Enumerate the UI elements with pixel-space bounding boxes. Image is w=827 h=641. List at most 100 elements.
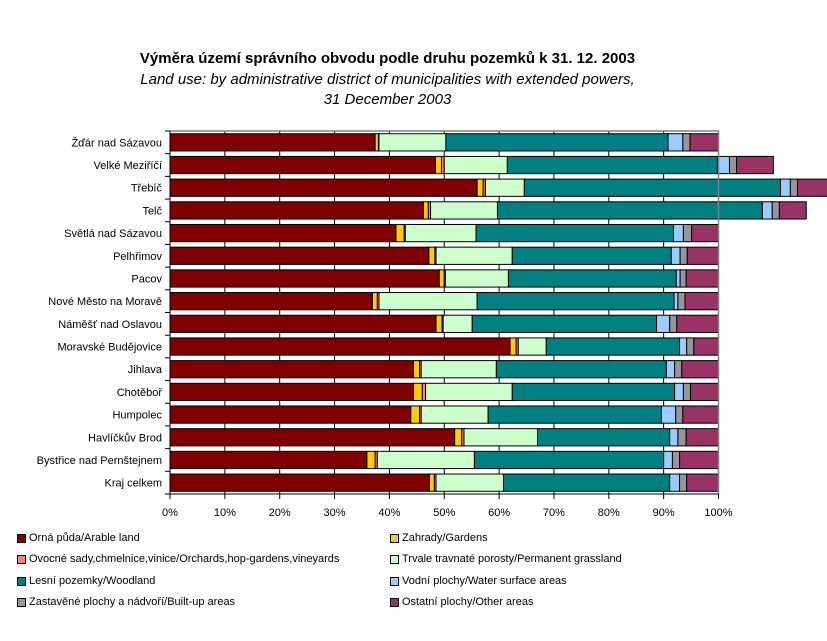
- bar-segment: [169, 337, 511, 356]
- bar-segment: [169, 223, 397, 243]
- chart-subtitle-line-2: 31 December 2003: [323, 91, 452, 108]
- legend-item-gardens: Zahrady/Gardens: [390, 532, 488, 544]
- category-label: Náměšť nad Oslavou: [58, 319, 162, 331]
- bars: [169, 133, 827, 492]
- legend-item-arable: Orná půda/Arable land: [17, 532, 140, 544]
- bar-segment: [673, 292, 679, 311]
- bar-segment: [669, 473, 681, 492]
- bar-segment: [428, 473, 435, 492]
- x-tick-label: 100%: [704, 507, 732, 519]
- bar-segment: [442, 314, 473, 333]
- bar-segment: [484, 178, 525, 197]
- bar-segment: [507, 269, 677, 288]
- bar-segment: [796, 178, 827, 197]
- bar-segment: [663, 450, 673, 470]
- bar-segment: [378, 133, 447, 152]
- legend-label: Lesní pozemky/Woodland: [29, 575, 156, 587]
- bar-segment: [689, 133, 720, 152]
- bar-segment: [674, 382, 684, 402]
- bar-segment: [691, 223, 719, 243]
- bar-segment: [517, 337, 547, 356]
- bar-segment: [496, 201, 763, 220]
- bar-segment: [670, 246, 681, 265]
- bar-segment: [169, 155, 436, 175]
- bar-segment: [682, 133, 691, 152]
- bar-segment: [413, 360, 421, 379]
- bar-segment: [376, 450, 475, 470]
- category-label: Nové Město na Moravě: [48, 296, 162, 308]
- bar-segment: [789, 178, 798, 197]
- bar-segment: [169, 450, 368, 470]
- bar-segment: [410, 405, 421, 424]
- bar-segment: [428, 246, 436, 265]
- bar-segment: [511, 382, 676, 402]
- bar-segment: [686, 246, 719, 265]
- bar-segment: [685, 269, 719, 288]
- bar-segment: [169, 178, 478, 197]
- bar-segment: [506, 155, 718, 175]
- bar-segment: [536, 428, 671, 447]
- bar-segment: [395, 223, 405, 243]
- category-label: Telč: [142, 205, 162, 217]
- bar-segment: [169, 133, 376, 152]
- bar-segment: [656, 314, 671, 333]
- category-label: Kraj celkem: [105, 478, 162, 490]
- legend-label: Zastavěné plochy a nádvoří/Built-up area…: [29, 596, 236, 608]
- legend-label: Trvale travnaté porosty/Permanent grassl…: [402, 553, 622, 565]
- bar-segment: [378, 292, 478, 311]
- bar-segment: [682, 382, 692, 402]
- bar-segment: [679, 337, 688, 356]
- bar-segment: [677, 428, 687, 447]
- bar-segment: [686, 473, 720, 492]
- bar-segment: [686, 337, 695, 356]
- legend-swatch: [17, 576, 26, 586]
- bar-segment: [679, 473, 688, 492]
- legend-label: Ovocné sady,chmelnice,vinice/Orchards,ho…: [29, 553, 340, 565]
- bar-segment: [736, 155, 774, 175]
- category-label: Havlíčkův Brod: [88, 432, 162, 444]
- x-tick-label: 20%: [269, 507, 291, 519]
- bar-segment: [435, 246, 513, 265]
- bar-segment: [438, 269, 445, 288]
- bar-segment: [778, 201, 807, 220]
- bar-segment: [679, 246, 688, 265]
- bar-segment: [169, 473, 430, 492]
- category-label: Světlá nad Sázavou: [64, 228, 162, 240]
- bar-segment: [169, 314, 437, 333]
- legend-swatch: [17, 597, 26, 607]
- category-label: Pacov: [131, 273, 162, 285]
- legend-swatch: [390, 533, 399, 543]
- bar-segment: [445, 133, 669, 152]
- bar-segment: [435, 314, 443, 333]
- bar-segment: [511, 246, 672, 265]
- x-tick-label: 60%: [488, 507, 510, 519]
- bar-segment: [667, 133, 684, 152]
- legend-label: Orná půda/Arable land: [29, 532, 140, 544]
- bar-segment: [669, 428, 679, 447]
- axes: [165, 130, 720, 499]
- bar-segment: [674, 360, 683, 379]
- bar-segment: [463, 428, 538, 447]
- bar-segment: [371, 292, 378, 311]
- bar-segment: [169, 382, 415, 402]
- category-label: Žďár nad Sázavou: [71, 136, 162, 149]
- bar-segment: [476, 178, 484, 197]
- category-label: Velké Meziříčí: [94, 160, 162, 172]
- x-tick-label: 80%: [598, 507, 620, 519]
- bar-segment: [422, 201, 429, 220]
- bar-segment: [681, 360, 719, 379]
- bar-segment: [502, 473, 671, 492]
- bar-segment: [676, 314, 720, 333]
- legend-swatch: [390, 576, 399, 586]
- x-tick-labels: 0% 10% 20% 30% 40% 50% 60% 70% 80% 90% 100%: [162, 507, 733, 519]
- legend-label: Vodní plochy/Water surface areas: [402, 575, 567, 587]
- bar-segment: [685, 428, 719, 447]
- x-tick-label: 30%: [324, 507, 346, 519]
- bar-segment: [169, 360, 415, 379]
- legend-swatch: [17, 554, 26, 564]
- bar-segment: [679, 450, 720, 470]
- category-label: Třebíč: [131, 183, 163, 195]
- legend-item-woodland: Lesní pozemky/Woodland: [17, 575, 155, 587]
- bar-segment: [475, 223, 675, 243]
- legend-item-other: Ostatní plochy/Other areas: [390, 596, 533, 608]
